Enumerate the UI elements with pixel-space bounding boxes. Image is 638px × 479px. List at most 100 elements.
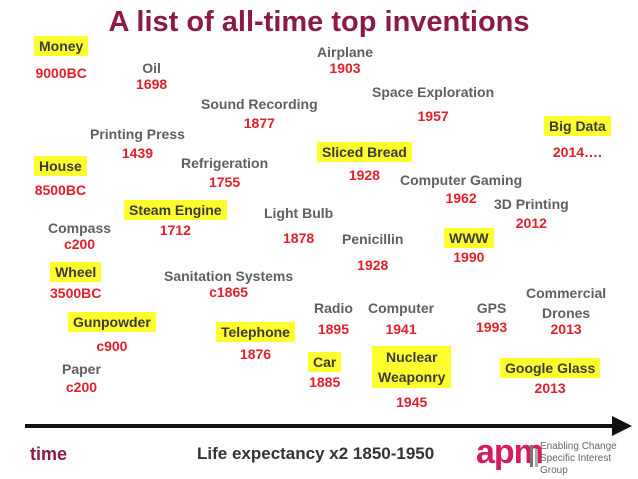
- invention-google-glass: Google Glass 2013: [500, 358, 601, 397]
- invention-year: 1885: [309, 374, 341, 391]
- timeline-arrow-head: [612, 416, 632, 436]
- invention-computer: Computer 1941: [368, 300, 434, 337]
- invention-year: 1895: [317, 321, 350, 338]
- invention-year: 1755: [208, 174, 241, 191]
- invention-wheel: Wheel 3500BC: [50, 262, 101, 301]
- invention-sanitation-systems: Sanitation Systems c1865: [164, 268, 293, 300]
- invention-year: 1439: [121, 145, 154, 162]
- invention-year: c200: [63, 236, 96, 253]
- logo-tagline: Enabling Change Specific Interest Group: [540, 441, 636, 477]
- invention-name: 3D Printing: [494, 196, 569, 212]
- invention-paper: Paper c200: [62, 361, 101, 395]
- invention-name: Penicillin: [342, 231, 404, 247]
- invention-year: 2013: [534, 380, 566, 397]
- invention-year: 1945: [396, 394, 428, 411]
- invention-airplane: Airplane 1903: [317, 44, 373, 76]
- invention-name: GPS: [476, 300, 507, 316]
- invention-name: Oil: [142, 60, 161, 76]
- invention-sliced-bread: Sliced Bread 1928: [317, 142, 412, 183]
- invention-www: WWW 1990: [444, 228, 494, 265]
- invention-year: 3500BC: [50, 285, 102, 302]
- invention-name-line2: Drones: [541, 305, 591, 322]
- invention-year: 1876: [239, 346, 272, 363]
- invention-year: 1878: [283, 230, 315, 247]
- invention-name: Sliced Bread: [317, 142, 412, 163]
- invention-name: Space Exploration: [372, 84, 495, 100]
- invention-year: 1712: [159, 222, 191, 239]
- invention-year: 1990: [453, 249, 485, 266]
- invention-nuclear-weaponry: Nuclear Weaponry 1945: [372, 346, 452, 411]
- invention-name: Printing Press: [90, 126, 185, 142]
- invention-year: 1941: [385, 321, 417, 338]
- invention-year: 2013: [550, 321, 582, 338]
- invention-name: Steam Engine: [124, 200, 227, 221]
- invention-commercial-drones: Commercial Drones 2013: [526, 285, 606, 337]
- invention-name: Paper: [62, 361, 101, 377]
- invention-radio: Radio 1895: [314, 300, 353, 337]
- logo-tagline-line2: Specific Interest Group: [540, 453, 612, 476]
- invention-year: 1903: [329, 60, 361, 77]
- invention-name-line2: Weaponry: [378, 369, 446, 386]
- invention-gps: GPS 1993: [476, 300, 507, 335]
- invention-computer-gaming: Computer Gaming 1962: [400, 172, 522, 206]
- invention-name: Sound Recording: [201, 96, 318, 112]
- invention-name-box: Nuclear Weaponry: [372, 346, 452, 389]
- invention-name: Wheel: [50, 262, 102, 283]
- invention-name: Refrigeration: [181, 155, 269, 171]
- apm-logo: apm Enabling Change Specific Interest Gr…: [476, 433, 636, 476]
- invention-year: 2014….: [552, 144, 602, 161]
- invention-year: c900: [96, 338, 128, 355]
- invention-year: 9000BC: [35, 65, 87, 82]
- invention-year: 1698: [136, 76, 168, 93]
- invention-name-line1: Commercial: [526, 285, 607, 301]
- invention-oil: Oil 1698: [136, 60, 167, 92]
- invention-name: Computer Gaming: [400, 172, 523, 188]
- invention-year: 8500BC: [34, 182, 87, 199]
- invention-light-bulb: Light Bulb 1878: [264, 205, 333, 246]
- invention-year: 1957: [417, 108, 449, 125]
- invention-compass: Compass c200: [48, 220, 111, 252]
- invention-name: Money: [34, 36, 89, 57]
- invention-year: c200: [65, 379, 98, 396]
- invention-telephone: Telephone 1876: [216, 322, 295, 362]
- invention-3d-printing: 3D Printing 2012: [494, 196, 569, 231]
- invention-name: Airplane: [317, 44, 374, 60]
- invention-name: Telephone: [216, 322, 295, 343]
- invention-space-exploration: Space Exploration 1957: [372, 84, 494, 124]
- invention-name: Computer: [368, 300, 435, 316]
- invention-refrigeration: Refrigeration 1755: [181, 155, 268, 190]
- invention-name: Car: [308, 352, 342, 373]
- invention-name: Gunpowder: [68, 312, 156, 333]
- life-expectancy-label: Life expectancy x2 1850-1950: [197, 444, 435, 463]
- invention-money: Money 9000BC: [34, 36, 89, 82]
- invention-name: Light Bulb: [264, 205, 334, 221]
- invention-penicillin: Penicillin 1928: [342, 231, 403, 273]
- invention-year: 1928: [357, 257, 389, 274]
- invention-name: WWW: [444, 228, 494, 249]
- invention-printing-press: Printing Press 1439: [90, 126, 185, 161]
- invention-name: Sanitation Systems: [164, 268, 294, 284]
- invention-name: House: [34, 156, 87, 177]
- invention-year: 1877: [243, 115, 275, 132]
- invention-name: Big Data: [544, 116, 611, 137]
- invention-year: 1962: [445, 190, 477, 207]
- invention-year: c1865: [209, 284, 249, 301]
- time-label: time: [30, 444, 68, 464]
- invention-car: Car 1885: [308, 352, 342, 391]
- timeline-arrow-line: [25, 424, 615, 428]
- invention-year: 1993: [476, 319, 508, 336]
- invention-house: House 8500BC: [34, 156, 87, 198]
- invention-name: Compass: [48, 220, 112, 236]
- logo-bars-icon: [530, 445, 538, 467]
- invention-gunpowder: Gunpowder c900: [68, 312, 156, 354]
- invention-year: 1928: [348, 167, 380, 184]
- invention-year: 2012: [515, 215, 547, 232]
- invention-name: Radio: [314, 300, 353, 316]
- slide-title: A list of all-time top inventions: [108, 6, 530, 38]
- invention-name: Google Glass: [500, 358, 601, 379]
- logo-tagline-line1: Enabling Change: [540, 441, 617, 452]
- invention-name-line1: Nuclear: [386, 349, 438, 365]
- invention-big-data: Big Data 2014….: [544, 116, 611, 160]
- invention-steam-engine: Steam Engine 1712: [124, 200, 227, 238]
- invention-sound-recording: Sound Recording 1877: [201, 96, 318, 131]
